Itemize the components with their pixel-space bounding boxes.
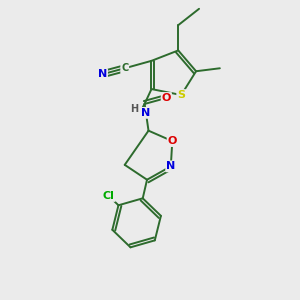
Text: H: H [130,104,139,114]
Text: Cl: Cl [103,191,115,201]
Text: O: O [168,136,177,146]
Text: S: S [177,90,185,100]
Text: N: N [98,69,107,79]
Text: C: C [121,63,128,73]
Text: N: N [166,161,176,171]
Text: N: N [141,108,150,118]
Text: O: O [162,93,171,103]
